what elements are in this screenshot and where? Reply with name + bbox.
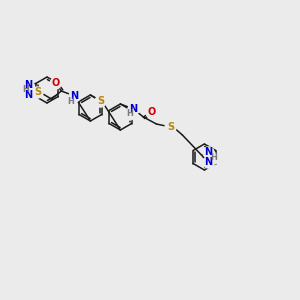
- Text: H: H: [210, 153, 217, 162]
- Text: H: H: [126, 110, 133, 118]
- Text: N: N: [24, 80, 32, 90]
- Text: O: O: [51, 78, 59, 88]
- Text: N: N: [204, 157, 212, 167]
- Text: N: N: [70, 91, 79, 101]
- Text: H: H: [67, 97, 74, 106]
- Text: H: H: [22, 85, 29, 94]
- Text: S: S: [34, 87, 41, 97]
- Text: N: N: [24, 90, 32, 100]
- Text: S: S: [167, 122, 174, 132]
- Text: N: N: [204, 147, 212, 157]
- Text: O: O: [147, 107, 155, 117]
- Text: N: N: [129, 104, 137, 114]
- Text: S: S: [97, 96, 104, 106]
